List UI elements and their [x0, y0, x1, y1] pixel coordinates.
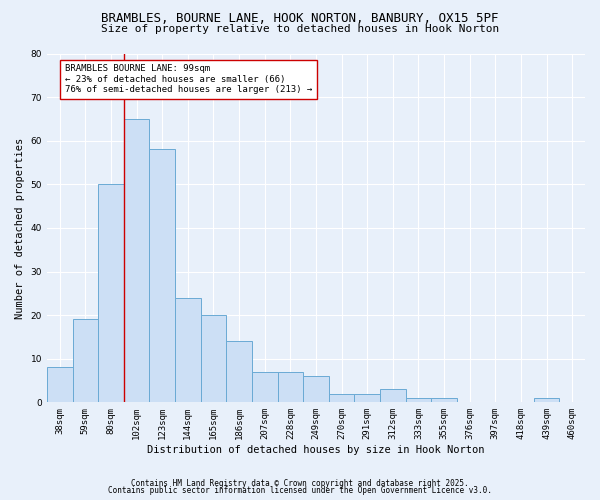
Text: Contains HM Land Registry data © Crown copyright and database right 2025.: Contains HM Land Registry data © Crown c… — [131, 478, 469, 488]
Bar — [252, 372, 278, 402]
Text: BRAMBLES, BOURNE LANE, HOOK NORTON, BANBURY, OX15 5PF: BRAMBLES, BOURNE LANE, HOOK NORTON, BANB… — [101, 12, 499, 26]
Bar — [278, 372, 303, 402]
Bar — [226, 342, 252, 402]
Bar — [534, 398, 559, 402]
Text: Size of property relative to detached houses in Hook Norton: Size of property relative to detached ho… — [101, 24, 499, 34]
Bar — [329, 394, 355, 402]
Bar — [380, 390, 406, 402]
Bar — [98, 184, 124, 402]
Bar — [303, 376, 329, 402]
Bar — [355, 394, 380, 402]
X-axis label: Distribution of detached houses by size in Hook Norton: Distribution of detached houses by size … — [147, 445, 485, 455]
Bar — [406, 398, 431, 402]
Bar — [124, 119, 149, 403]
Y-axis label: Number of detached properties: Number of detached properties — [15, 138, 25, 318]
Bar — [175, 298, 200, 403]
Bar — [149, 150, 175, 402]
Text: BRAMBLES BOURNE LANE: 99sqm
← 23% of detached houses are smaller (66)
76% of sem: BRAMBLES BOURNE LANE: 99sqm ← 23% of det… — [65, 64, 312, 94]
Bar — [73, 320, 98, 402]
Bar — [431, 398, 457, 402]
Bar — [47, 368, 73, 402]
Text: Contains public sector information licensed under the Open Government Licence v3: Contains public sector information licen… — [108, 486, 492, 495]
Bar — [200, 315, 226, 402]
